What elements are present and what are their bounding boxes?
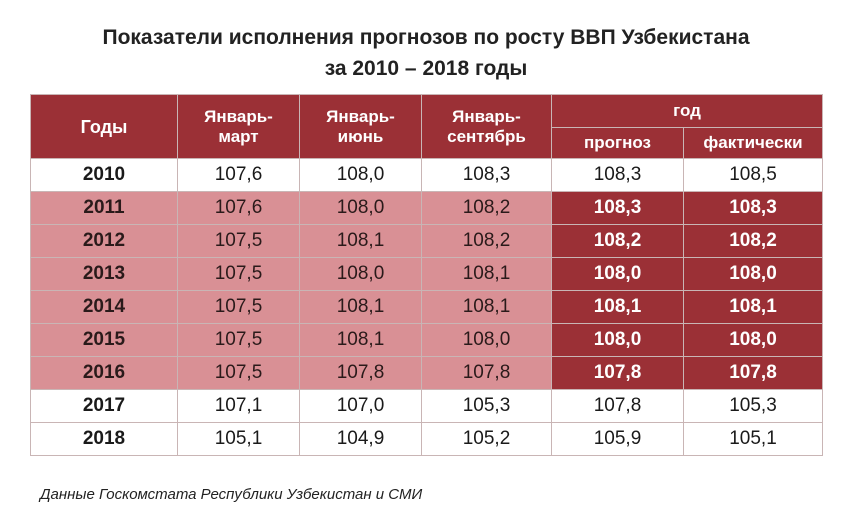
cell-jan-jun: 108,0 — [299, 158, 422, 192]
header-actual: фактически — [683, 127, 823, 159]
cell-year: 2017 — [30, 389, 178, 423]
cell-forecast: 107,8 — [551, 356, 684, 390]
cell-forecast: 108,0 — [551, 323, 684, 357]
header-jan-jun: Январь- июнь — [299, 94, 422, 159]
cell-jan-mar: 107,6 — [177, 191, 300, 225]
cell-jan-mar: 107,5 — [177, 323, 300, 357]
table-body: 2010 107,6 108,0 108,3 108,3 108,5 2011 107,6 10… — [30, 158, 823, 456]
cell-actual: 108,1 — [683, 290, 823, 324]
cell-jan-sep: 105,2 — [421, 422, 552, 456]
cell-jan-mar: 107,6 — [177, 158, 300, 192]
cell-jan-jun: 108,0 — [299, 257, 422, 291]
table-row: 2012 107,5 108,1 108,2 108,2 108,2 — [30, 224, 823, 258]
cell-jan-jun: 104,9 — [299, 422, 422, 456]
table-row: 2014 107,5 108,1 108,1 108,1 108,1 — [30, 290, 823, 324]
cell-jan-mar: 105,1 — [177, 422, 300, 456]
header-jan-sep: Январь- сентябрь — [421, 94, 552, 159]
cell-forecast: 108,1 — [551, 290, 684, 324]
cell-year: 2012 — [30, 224, 178, 258]
header-jan-mar-line1: Январь- — [204, 106, 273, 126]
cell-jan-mar: 107,1 — [177, 389, 300, 423]
cell-year: 2013 — [30, 257, 178, 291]
header-jan-mar-line2: март — [218, 126, 259, 146]
cell-jan-sep: 108,2 — [421, 191, 552, 225]
header-jan-sep-line1: Январь- — [452, 106, 521, 126]
cell-jan-sep: 108,3 — [421, 158, 552, 192]
cell-jan-sep: 108,2 — [421, 224, 552, 258]
cell-forecast: 107,8 — [551, 389, 684, 423]
header-year-group: год — [551, 94, 823, 128]
cell-actual: 108,5 — [683, 158, 823, 192]
header-jan-mar: Январь- март — [177, 94, 300, 159]
header-forecast: прогноз — [551, 127, 684, 159]
title-line-1: Показатели исполнения прогнозов по росту… — [102, 26, 750, 49]
cell-jan-jun: 108,1 — [299, 290, 422, 324]
page-title: Показатели исполнения прогнозов по росту… — [0, 22, 852, 84]
header-jan-jun-line1: Январь- — [326, 106, 395, 126]
source-note: Данные Госкомстата Республики Узбекистан… — [40, 486, 423, 503]
cell-forecast: 108,3 — [551, 158, 684, 192]
cell-jan-mar: 107,5 — [177, 224, 300, 258]
cell-jan-jun: 108,1 — [299, 323, 422, 357]
cell-jan-mar: 107,5 — [177, 290, 300, 324]
header-years: Годы — [30, 94, 178, 159]
cell-forecast: 108,2 — [551, 224, 684, 258]
cell-year: 2010 — [30, 158, 178, 192]
table-row: 2016 107,5 107,8 107,8 107,8 107,8 — [30, 356, 823, 390]
title-line-2: за 2010 – 2018 годы — [324, 57, 528, 80]
cell-jan-sep: 107,8 — [421, 356, 552, 390]
cell-forecast: 105,9 — [551, 422, 684, 456]
cell-actual: 108,0 — [683, 323, 823, 357]
cell-jan-jun: 108,0 — [299, 191, 422, 225]
cell-jan-jun: 108,1 — [299, 224, 422, 258]
table-row: 2011 107,6 108,0 108,2 108,3 108,3 — [30, 191, 823, 225]
header-jan-sep-line2: сентябрь — [447, 126, 526, 146]
table-row: 2015 107,5 108,1 108,0 108,0 108,0 — [30, 323, 823, 357]
cell-jan-jun: 107,8 — [299, 356, 422, 390]
table-row: 2010 107,6 108,0 108,3 108,3 108,5 — [30, 158, 823, 192]
cell-jan-mar: 107,5 — [177, 257, 300, 291]
cell-jan-sep: 105,3 — [421, 389, 552, 423]
cell-jan-sep: 108,1 — [421, 290, 552, 324]
cell-jan-sep: 108,0 — [421, 323, 552, 357]
cell-actual: 105,1 — [683, 422, 823, 456]
cell-forecast: 108,3 — [551, 191, 684, 225]
cell-jan-jun: 107,0 — [299, 389, 422, 423]
table-row: 2013 107,5 108,0 108,1 108,0 108,0 — [30, 257, 823, 291]
cell-actual: 108,2 — [683, 224, 823, 258]
cell-actual: 108,3 — [683, 191, 823, 225]
cell-actual: 105,3 — [683, 389, 823, 423]
cell-actual: 108,0 — [683, 257, 823, 291]
table-row: 2017 107,1 107,0 105,3 107,8 105,3 — [30, 389, 823, 423]
table-row: 2018 105,1 104,9 105,2 105,9 105,1 — [30, 422, 823, 456]
cell-actual: 107,8 — [683, 356, 823, 390]
cell-year: 2011 — [30, 191, 178, 225]
gdp-forecast-table: Годы Январь- март Январь- июнь Январь- с… — [30, 94, 823, 456]
cell-jan-sep: 108,1 — [421, 257, 552, 291]
cell-forecast: 108,0 — [551, 257, 684, 291]
cell-year: 2018 — [30, 422, 178, 456]
cell-year: 2014 — [30, 290, 178, 324]
cell-jan-mar: 107,5 — [177, 356, 300, 390]
cell-year: 2015 — [30, 323, 178, 357]
header-jan-jun-line2: июнь — [337, 126, 384, 146]
cell-year: 2016 — [30, 356, 178, 390]
